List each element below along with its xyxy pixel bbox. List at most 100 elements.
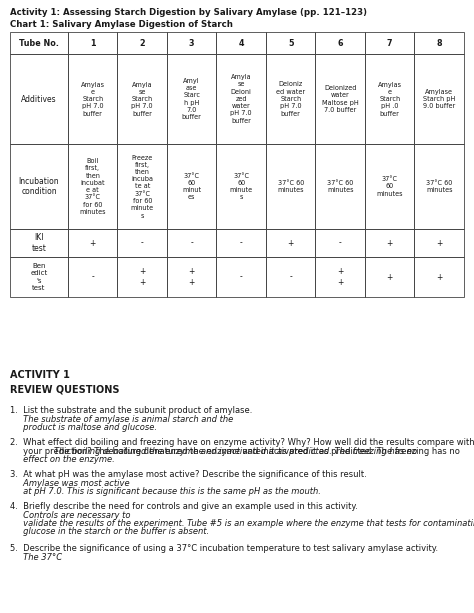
Bar [316, 144, 365, 229]
Bar [316, 229, 365, 257]
Text: Freeze
first,
then
incuba
te at
37°C
for 60
minute
s: Freeze first, then incuba te at 37°C for… [131, 154, 154, 218]
Bar [365, 32, 414, 54]
Bar [68, 32, 118, 54]
Bar [167, 257, 217, 297]
Text: 5.  Describe the significance of using a 37°C incubation temperature to test sal: 5. Describe the significance of using a … [10, 544, 441, 553]
Text: 37°C
60
minutes: 37°C 60 minutes [376, 177, 403, 197]
Bar [167, 144, 217, 229]
Text: 8: 8 [437, 39, 442, 47]
Text: 37°C
60
minute
s: 37°C 60 minute s [230, 173, 253, 200]
Text: 3: 3 [189, 39, 194, 47]
Bar [316, 54, 365, 144]
Text: Deioniz
ed water
Starch
pH 7.0
buffer: Deioniz ed water Starch pH 7.0 buffer [276, 82, 305, 116]
Bar [365, 229, 414, 257]
Text: validate the results of the experiment. Tube #5 is an example where the enzyme t: validate the results of the experiment. … [10, 519, 474, 528]
Bar [414, 144, 464, 229]
Text: The substrate of amylase is animal starch and the: The substrate of amylase is animal starc… [10, 414, 233, 424]
Text: REVIEW QUESTIONS: REVIEW QUESTIONS [10, 384, 119, 394]
Text: +: + [288, 238, 294, 248]
Text: Incubation
condition: Incubation condition [18, 177, 59, 196]
Bar [365, 144, 414, 229]
Text: 37°C
60
minut
es: 37°C 60 minut es [182, 173, 201, 200]
Text: 1.  List the substrate and the subunit product of amylase.: 1. List the substrate and the subunit pr… [10, 406, 255, 415]
Text: 37°C 60
minutes: 37°C 60 minutes [426, 180, 453, 193]
Bar [266, 257, 316, 297]
Text: Amylase
Starch pH
9.0 buffer: Amylase Starch pH 9.0 buffer [423, 89, 456, 109]
Text: IKI
test: IKI test [32, 233, 46, 253]
Text: Tube No.: Tube No. [19, 39, 59, 47]
Bar [118, 229, 167, 257]
Text: 5: 5 [288, 39, 293, 47]
Text: 7: 7 [387, 39, 392, 47]
Text: +
+: + + [337, 267, 344, 287]
Bar [10, 144, 68, 229]
Text: Activity 1: Assessing Starch Digestion by Salivary Amylase (pp. 121–123): Activity 1: Assessing Starch Digestion b… [10, 8, 367, 17]
Bar [118, 54, 167, 144]
Text: 6: 6 [337, 39, 343, 47]
Bar [316, 257, 365, 297]
Bar [414, 54, 464, 144]
Bar [266, 144, 316, 229]
Text: 37°C 60
minutes: 37°C 60 minutes [327, 180, 354, 193]
Text: 1: 1 [90, 39, 95, 47]
Text: +: + [436, 238, 442, 248]
Text: +: + [387, 238, 393, 248]
Text: Amylas
e
Starch
pH .0
buffer: Amylas e Starch pH .0 buffer [378, 82, 402, 116]
Bar [167, 54, 217, 144]
Text: 4: 4 [238, 39, 244, 47]
Text: your prediction? The boiling denatured the enzyme and inactivated it as predicte: your prediction? The boiling denatured t… [10, 446, 460, 455]
Text: +
+: + + [139, 267, 146, 287]
Text: 3.  At what pH was the amylase most active? Describe the significance of this re: 3. At what pH was the amylase most activ… [10, 470, 369, 479]
Bar [167, 32, 217, 54]
Text: Boil
first,
then
incubat
e at
37°C
for 60
minutes: Boil first, then incubat e at 37°C for 6… [80, 158, 106, 215]
Bar [167, 229, 217, 257]
Bar [266, 229, 316, 257]
Text: -: - [91, 273, 94, 281]
Text: -: - [240, 238, 243, 248]
Text: -: - [240, 273, 243, 281]
Bar [68, 257, 118, 297]
Text: Amylase was most active: Amylase was most active [10, 479, 129, 487]
Bar [10, 32, 68, 54]
Text: 37°C 60
minutes: 37°C 60 minutes [277, 180, 304, 193]
Text: +
+: + + [189, 267, 195, 287]
Bar [217, 54, 266, 144]
Text: The boiling denatured the enzyme and inactivated it as predicted. The freezing h: The boiling denatured the enzyme and ina… [54, 446, 417, 455]
Text: Additives: Additives [21, 94, 57, 104]
Text: Ben
edict
's
test: Ben edict 's test [30, 263, 47, 291]
Text: effect on the enzyme.: effect on the enzyme. [10, 455, 115, 464]
Text: glucose in the starch or the buffer is absent.: glucose in the starch or the buffer is a… [10, 528, 209, 536]
Bar [10, 229, 68, 257]
Text: -: - [289, 273, 292, 281]
Text: Controls are necessary to: Controls are necessary to [10, 511, 130, 519]
Text: Amyla
se
Deioni
zed
water
pH 7.0
buffer: Amyla se Deioni zed water pH 7.0 buffer [230, 74, 252, 124]
Bar [68, 144, 118, 229]
Bar [365, 54, 414, 144]
Text: The 37°C: The 37°C [10, 552, 62, 562]
Bar [266, 54, 316, 144]
Bar [68, 229, 118, 257]
Text: 2.  What effect did boiling and freezing have on enzyme activity? Why? How well : 2. What effect did boiling and freezing … [10, 438, 474, 447]
Bar [266, 32, 316, 54]
Text: 4.  Briefly describe the need for controls and give an example used in this acti: 4. Briefly describe the need for control… [10, 502, 360, 511]
Text: -: - [141, 238, 144, 248]
Bar [414, 257, 464, 297]
Text: +: + [90, 238, 96, 248]
Bar [217, 32, 266, 54]
Bar [365, 257, 414, 297]
Bar [316, 32, 365, 54]
Text: Amyl
ase
Starc
h pH
7.0
buffer: Amyl ase Starc h pH 7.0 buffer [182, 78, 202, 120]
Bar [118, 144, 167, 229]
Bar [217, 229, 266, 257]
Text: +: + [436, 273, 442, 281]
Bar [10, 54, 68, 144]
Text: 2: 2 [139, 39, 145, 47]
Text: Deionized
water
Maltose pH
7.0 buffer: Deionized water Maltose pH 7.0 buffer [322, 85, 359, 113]
Text: +: + [387, 273, 393, 281]
Bar [118, 257, 167, 297]
Text: -: - [339, 238, 342, 248]
Bar [10, 257, 68, 297]
Text: ACTIVITY 1: ACTIVITY 1 [10, 370, 70, 380]
Text: product is maltose and glucose.: product is maltose and glucose. [10, 423, 157, 432]
Text: Amylas
e
Starch
pH 7.0
buffer: Amylas e Starch pH 7.0 buffer [81, 82, 105, 116]
